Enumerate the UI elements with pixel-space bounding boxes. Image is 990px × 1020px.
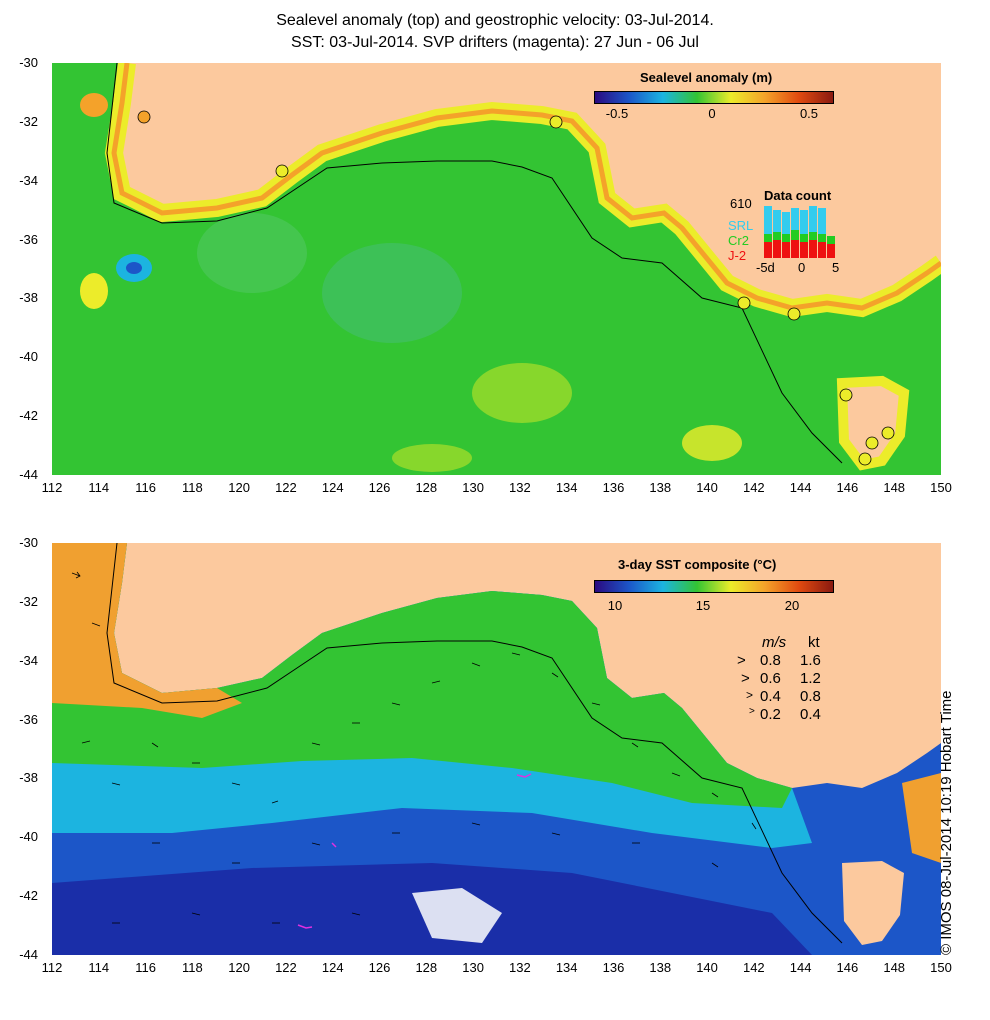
figure-title-line1: Sealevel anomaly (top) and geostrophic v… — [276, 12, 714, 29]
lon-tick-label: 130 — [462, 480, 484, 495]
lat-tick-label: -40 — [19, 829, 38, 845]
lat-tick-label: -44 — [19, 947, 38, 962]
sea-level-anomaly-map — [52, 63, 941, 475]
velocity-key-ms-header: m/s — [762, 634, 787, 651]
lon-tick-label: 146 — [836, 960, 859, 975]
sla-tick-neg: -0.5 — [605, 106, 629, 121]
lon-tick-label: 134 — [555, 480, 578, 495]
legend-cr2: Cr2 — [728, 233, 749, 248]
lon-tick-label: 144 — [789, 960, 812, 975]
lon-tick-label: 138 — [649, 480, 672, 495]
lon-tick-label: 144 — [789, 480, 812, 495]
lat-tick-label: -42 — [19, 408, 38, 424]
lat-tick-label: -36 — [19, 231, 38, 247]
sla-tick-zero: 0 — [708, 106, 716, 121]
sla-colorbar-title: Sealevel anomaly (m) — [640, 70, 773, 85]
lat-tick-label: -34 — [19, 652, 38, 668]
data-count-max: 610 — [730, 196, 752, 211]
figure-title-line2: SST: 03-Jul-2014. SVP drifters (magenta)… — [291, 34, 699, 51]
lon-tick-label: 118 — [181, 480, 203, 495]
lon-tick-label: 126 — [368, 480, 391, 495]
velocity-vectors — [71, 571, 757, 924]
lon-tick-label: 116 — [135, 960, 156, 975]
lon-tick-label: 146 — [836, 480, 859, 495]
lon-tick-label: 122 — [275, 480, 297, 495]
lat-tick-label: -34 — [19, 172, 38, 188]
hist-tick-neg: -5d — [756, 260, 775, 275]
lat-tick-label: -32 — [19, 593, 38, 609]
lon-tick-label: 112 — [41, 960, 63, 975]
isobath-line — [106, 63, 843, 464]
lat-tick-label: -44 — [19, 467, 38, 482]
sst-colorbar — [594, 580, 834, 593]
sst-colorbar-title: 3-day SST composite (°C) — [618, 557, 777, 572]
legend-srl: SRL — [728, 218, 754, 233]
lon-tick-label: 114 — [88, 480, 110, 495]
lon-tick-label: 128 — [415, 480, 438, 495]
lon-tick-label: 120 — [228, 480, 250, 495]
lat-tick-label: -38 — [19, 290, 38, 306]
lon-tick-label: 136 — [602, 480, 625, 495]
copyright-label: © IMOS 08-Jul-2014 10:19 Hobart Time — [938, 690, 955, 955]
lon-tick-label: 112 — [41, 480, 63, 495]
lon-tick-label: 132 — [509, 960, 531, 975]
lon-tick-label: 140 — [696, 480, 718, 495]
lon-tick-label: 140 — [696, 960, 718, 975]
lon-tick-label: 142 — [742, 480, 765, 495]
sst-tick-10: 10 — [607, 598, 623, 613]
lon-tick-label: 118 — [181, 960, 203, 975]
hist-tick-zero: 0 — [798, 260, 806, 275]
lon-tick-label: 150 — [930, 960, 952, 975]
sla-tick-pos: 0.5 — [799, 106, 819, 121]
lat-tick-label: -32 — [19, 113, 38, 129]
lon-tick-label: 138 — [649, 960, 672, 975]
lon-tick-label: 126 — [368, 960, 391, 975]
lon-tick-label: 142 — [742, 960, 765, 975]
lat-tick-label: -38 — [19, 770, 38, 786]
sst-tick-20: 20 — [784, 598, 800, 613]
lat-tick-label: -30 — [19, 55, 38, 70]
lon-tick-label: 120 — [228, 960, 250, 975]
velocity-key-kt-header: kt — [808, 634, 820, 651]
lat-tick-label: -42 — [19, 888, 38, 904]
lon-tick-label: 136 — [602, 960, 625, 975]
lon-tick-label: 130 — [462, 960, 484, 975]
legend-j2: J-2 — [728, 248, 747, 263]
ocean-region — [52, 63, 941, 475]
lon-tick-label: 116 — [135, 480, 156, 495]
sst-tick-15: 15 — [695, 598, 711, 613]
hist-tick-pos: 5 — [832, 260, 840, 275]
sst-map — [52, 543, 941, 955]
lat-tick-label: -36 — [19, 711, 38, 727]
sla-colorbar — [594, 91, 834, 104]
lon-tick-label: 134 — [555, 960, 578, 975]
lon-tick-label: 148 — [883, 480, 906, 495]
lon-tick-label: 128 — [415, 960, 438, 975]
data-count-histogram — [764, 206, 835, 258]
lon-tick-label: 124 — [321, 480, 344, 495]
lon-tick-label: 124 — [321, 960, 344, 975]
lon-tick-label: 148 — [883, 960, 906, 975]
lat-tick-label: -40 — [19, 349, 38, 365]
data-count-title: Data count — [764, 188, 832, 203]
lon-tick-label: 132 — [509, 480, 531, 495]
lon-tick-label: 114 — [88, 960, 110, 975]
lon-tick-label: 150 — [930, 480, 952, 495]
lon-tick-label: 122 — [275, 960, 297, 975]
lat-tick-label: -30 — [19, 535, 38, 550]
